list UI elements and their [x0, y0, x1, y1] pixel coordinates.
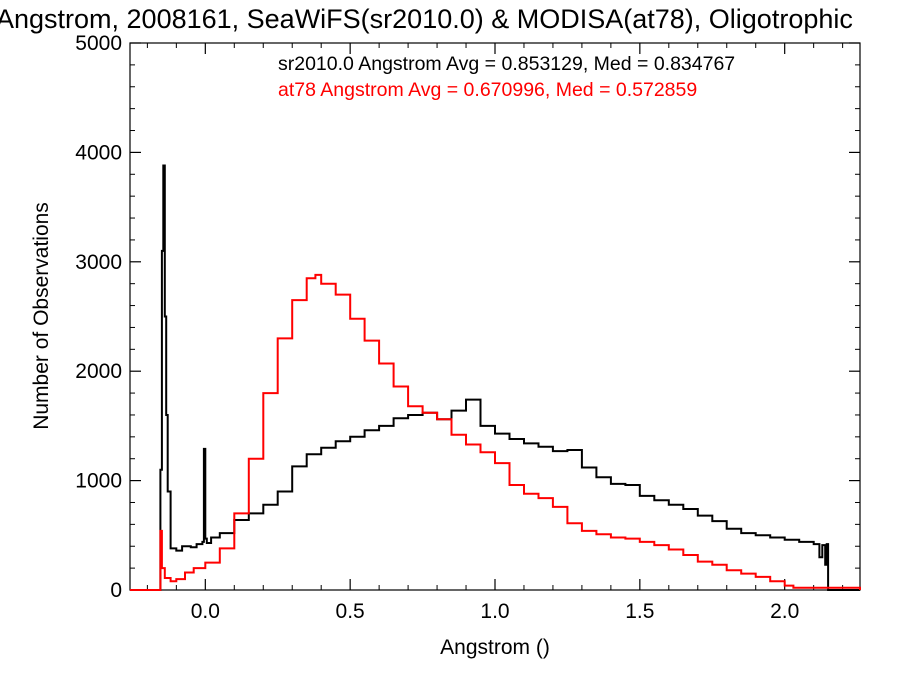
chart-title: Angstrom, 2008161, SeaWiFS(sr2010.0) & M… — [0, 4, 853, 34]
y-tick-label: 3000 — [75, 251, 122, 274]
series-line-0 — [130, 164, 860, 591]
annotation-red: at78 Angstrom Avg = 0.670996, Med = 0.57… — [278, 79, 697, 101]
series-layer — [130, 164, 861, 591]
annotation-black: sr2010.0 Angstrom Avg = 0.853129, Med = … — [278, 53, 735, 75]
y-tick-label: 1000 — [75, 470, 122, 493]
y-tick-label: 4000 — [75, 141, 122, 164]
y-tick-label: 2000 — [75, 360, 122, 383]
y-axis: 0 1000 2000 3000 4000 5000 — [75, 32, 860, 602]
y-axis-label: Number of Observations — [30, 202, 53, 430]
x-tick-label: 2.0 — [770, 600, 799, 623]
x-axis-label: Angstrom () — [440, 636, 550, 659]
x-axis: 0.0 0.5 1.0 1.5 2.0 — [146, 43, 844, 623]
axes-frame — [129, 42, 861, 591]
y-tick-label: 5000 — [75, 32, 122, 55]
series-line-1 — [130, 273, 861, 591]
y-tick-label: 0 — [110, 579, 122, 602]
x-tick-label: 0.0 — [191, 600, 220, 623]
x-tick-label: 1.0 — [480, 600, 509, 623]
plot-area: 0 1000 2000 3000 4000 5000 0.0 0.5 1.0 1.5 2.0 — [75, 32, 861, 623]
x-tick-label: 0.5 — [336, 600, 365, 623]
x-tick-label: 1.5 — [625, 600, 654, 623]
